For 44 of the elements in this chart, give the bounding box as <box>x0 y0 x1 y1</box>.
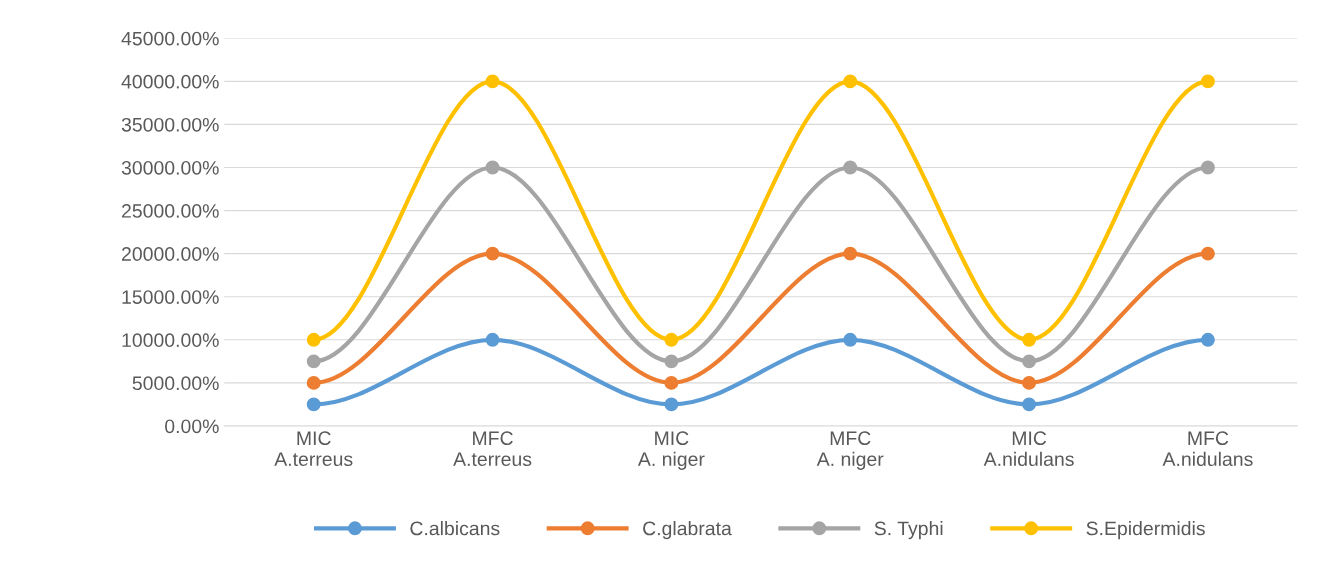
point <box>1022 354 1037 369</box>
point <box>1200 160 1215 175</box>
point <box>843 160 858 175</box>
point <box>306 354 321 369</box>
x-tick-label: MIC A. niger <box>637 431 705 470</box>
point <box>306 397 321 412</box>
y-tick-label: 0.00% <box>165 419 219 434</box>
legend-label: S.Epidermidis <box>1086 521 1205 540</box>
y-tick-label: 25000.00% <box>122 204 219 218</box>
point <box>1200 246 1215 261</box>
y-tick-label: 10000.00% <box>122 333 219 348</box>
y-tick-label: 5000.00% <box>132 376 219 391</box>
legend-label: C.glabrata <box>643 521 732 540</box>
y-tick-label: 15000.00% <box>122 290 219 304</box>
y-tick-label: 40000.00% <box>121 74 219 89</box>
point <box>664 332 679 347</box>
point <box>1022 332 1037 347</box>
point <box>1200 332 1215 347</box>
point <box>485 332 500 347</box>
point <box>843 332 858 347</box>
x-tick-label: MFC A.terreus <box>453 431 532 467</box>
x-tick-label: MFC A.nidulans <box>1162 431 1253 467</box>
x-tick-label: MFC A. niger <box>816 431 884 470</box>
point <box>306 375 321 390</box>
legend-label: S. Typhi <box>874 521 943 540</box>
y-tick-label: 30000.00% <box>121 160 219 175</box>
point <box>485 246 500 261</box>
point <box>1200 74 1215 89</box>
point <box>843 246 858 261</box>
point <box>664 397 679 412</box>
y-tick-label: 35000.00% <box>121 117 219 132</box>
point <box>1022 375 1037 390</box>
y-tick-label: 45000.00% <box>121 31 219 46</box>
x-tick-label: MIC A.terreus <box>274 431 353 467</box>
point <box>664 375 679 390</box>
point <box>664 354 679 369</box>
x-tick-label: MIC A.nidulans <box>983 431 1074 467</box>
point <box>1022 397 1037 412</box>
point <box>485 74 500 89</box>
point <box>843 74 858 89</box>
legend-label: C.albicans <box>410 521 500 536</box>
y-tick-label: 20000.00% <box>122 247 219 261</box>
point <box>485 160 500 175</box>
point <box>306 332 321 347</box>
